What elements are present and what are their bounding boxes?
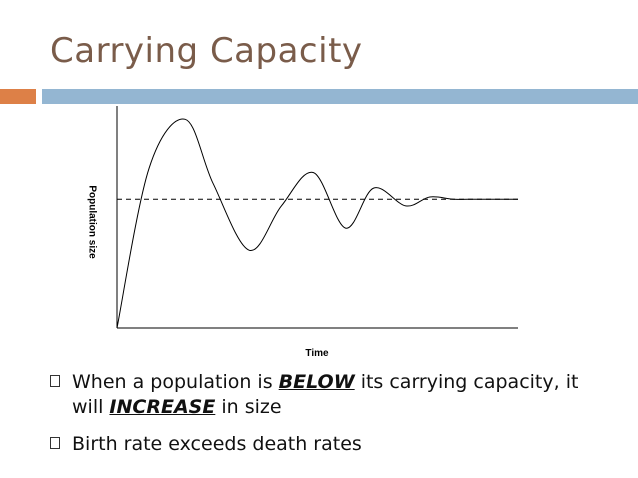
bullet-item: Birth rate exceeds death rates [50,432,610,457]
bullet-item: When a population is BELOW its carrying … [50,370,610,420]
y-axis-label-text: Population size [87,185,98,258]
bullet-text-post: in size [215,396,281,418]
bullet-emphasis-below: BELOW [279,371,355,393]
bullet-emphasis-increase: INCREASE [109,396,215,418]
square-bullet-icon [50,375,60,387]
bullet-text-pre: When a population is [72,371,279,393]
bullet-list: When a population is BELOW its carrying … [50,370,610,457]
bullet-text: Birth rate exceeds death rates [72,433,362,455]
x-axis-label: Time [305,348,328,359]
square-bullet-icon [50,437,60,449]
population-curve-line [117,119,518,328]
